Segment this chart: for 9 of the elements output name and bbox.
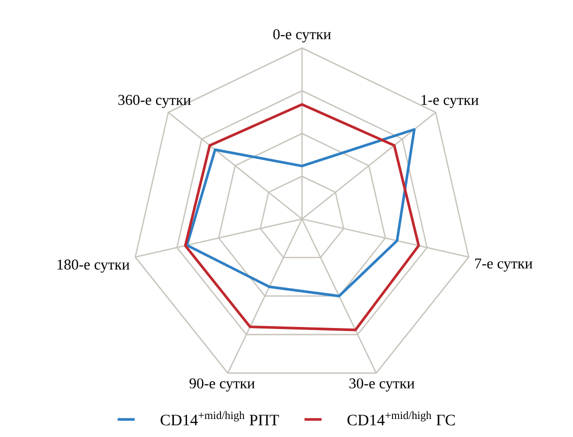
legend-label: CD14$^{+mid/high}$ ГС [347, 411, 455, 426]
spoke-label: 360-е сутки [118, 94, 191, 108]
legend-label: CD14$^{+mid/high}$ РПТ [160, 411, 279, 426]
spoke-label: 30-е сутки [350, 378, 414, 392]
spoke-label: 0-е сутки [273, 29, 331, 42]
spoke-label: 180-е сутки [58, 260, 130, 273]
spoke-label: 90-е сутки [190, 378, 255, 392]
spoke-label: 7-е сутки [475, 258, 532, 272]
spoke-label: 1-е сутки [422, 94, 478, 108]
